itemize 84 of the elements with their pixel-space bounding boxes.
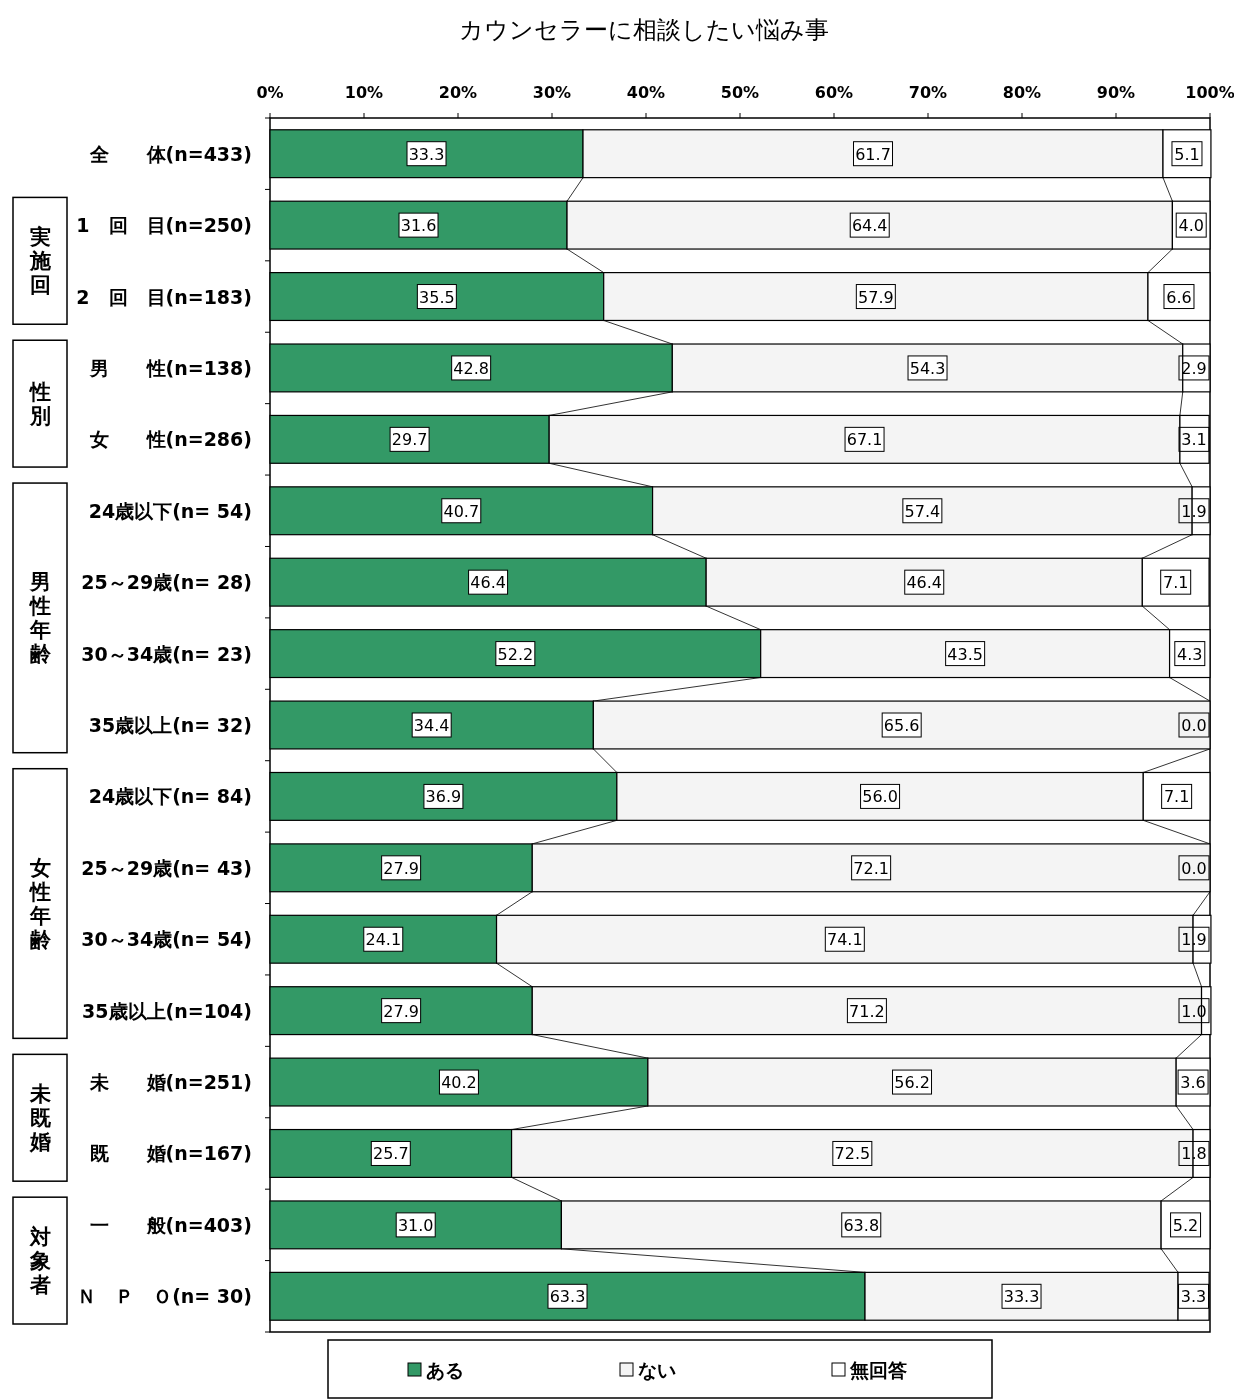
data-label: 35.5 (419, 287, 455, 307)
y-tick-label: 24歳以下(n= 84) (88, 785, 252, 808)
data-label: 7.1 (1162, 573, 1189, 593)
x-tick-label: 90% (1096, 83, 1136, 102)
y-tick-label: 24歳以下(n= 54) (88, 499, 252, 522)
y-tick-label: 25～29歳(n= 43) (81, 856, 252, 879)
x-tick-label: 50% (720, 83, 760, 102)
data-label: 4.3 (1177, 644, 1203, 664)
data-label: 61.7 (855, 144, 891, 164)
y-tick-label: 全 体(n=433) (88, 142, 252, 165)
y-tick-label: 男 性(n=138) (88, 356, 252, 379)
data-label: 56.0 (862, 787, 898, 807)
legend-label: ない (638, 1359, 676, 1381)
data-label: 5.2 (1172, 1215, 1199, 1235)
data-label: 42.8 (453, 358, 489, 378)
data-label: 3.3 (1180, 1287, 1207, 1307)
y-tick-label: 30～34歳(n= 23) (81, 642, 252, 665)
data-label: 24.1 (365, 930, 402, 950)
y-tick-label: 35歳以上(n= 32) (88, 714, 252, 736)
data-label: 5.1 (1174, 144, 1200, 164)
data-label: 64.4 (851, 216, 888, 236)
data-label: 74.1 (827, 930, 863, 950)
text: 男性年齢 (27, 569, 52, 666)
data-label: 52.2 (497, 644, 534, 664)
data-label: 40.7 (443, 501, 480, 521)
data-label: 27.9 (383, 1001, 419, 1021)
x-tick-label: 100% (1185, 83, 1234, 102)
y-tick-label: 未 婚(n=251) (88, 1071, 252, 1094)
y-tick-label: Ｎ Ｐ Ｏ(n= 30) (77, 1285, 252, 1308)
data-label: 63.8 (843, 1215, 880, 1235)
data-label: 46.4 (906, 573, 943, 593)
data-label: 6.6 (1166, 287, 1192, 307)
y-tick-label: 35歳以上(n=104) (82, 999, 252, 1022)
data-label: 7.1 (1163, 787, 1190, 807)
data-label: 65.6 (883, 716, 920, 735)
text: 女性年齢 (27, 855, 52, 952)
data-label: 46.4 (470, 573, 506, 593)
y-tick-label: 25～29歳(n= 28) (81, 571, 252, 594)
data-label: 36.9 (425, 787, 462, 807)
x-tick-label: 10% (344, 83, 384, 102)
y-tick-label: 2 回 目(n=183) (76, 285, 252, 308)
x-tick-label: 60% (814, 83, 854, 102)
legend-label: ある (426, 1359, 464, 1381)
data-label: 72.5 (834, 1144, 871, 1164)
data-label: 33.3 (1003, 1287, 1040, 1307)
chart-title: カウンセラーに相談したい悩み事 (459, 16, 829, 44)
x-tick-label: 20% (438, 83, 478, 102)
data-label: 40.2 (441, 1073, 477, 1093)
data-label: 27.9 (383, 858, 419, 878)
data-label: 4.0 (1178, 216, 1204, 236)
data-label: 43.5 (947, 644, 983, 664)
data-label: 3.1 (1181, 430, 1207, 450)
data-label: 0.0 (1181, 716, 1207, 735)
y-tick-label: 既 婚(n=167) (89, 1142, 252, 1165)
data-label: 54.3 (909, 358, 946, 378)
x-tick-label: 40% (626, 83, 666, 102)
data-label: 71.2 (849, 1001, 885, 1021)
data-label: 0.0 (1181, 858, 1207, 878)
data-label: 31.6 (400, 216, 437, 236)
data-label: 72.1 (853, 858, 889, 878)
x-tick-label: 80% (1002, 83, 1042, 102)
data-label: 31.0 (397, 1215, 434, 1235)
y-tick-label: 1 回 目(n=250) (76, 214, 252, 237)
y-tick-label: 女 性(n=286) (88, 428, 252, 451)
data-label: 34.4 (413, 716, 450, 735)
text: 性別 (27, 379, 51, 428)
text: 実施回 (28, 224, 51, 297)
x-tick-label: 0% (256, 83, 284, 102)
data-label: 3.6 (1180, 1073, 1206, 1093)
text: 未既婚 (28, 1081, 51, 1154)
y-tick-label: 30～34歳(n= 54) (81, 928, 252, 951)
legend-label: 無回答 (849, 1359, 907, 1381)
y-tick-label: 一 般(n=403) (89, 1213, 252, 1236)
data-label: 67.1 (846, 430, 883, 450)
data-label: 57.9 (858, 287, 894, 307)
x-tick-label: 30% (532, 83, 572, 102)
data-label: 63.3 (549, 1287, 586, 1307)
data-label: 33.3 (408, 144, 445, 164)
data-label: 56.2 (894, 1073, 930, 1093)
data-label: 57.4 (904, 501, 941, 521)
data-label: 25.7 (372, 1144, 409, 1164)
text: 対象者 (28, 1224, 51, 1297)
data-label: 29.7 (391, 430, 428, 450)
x-tick-label: 70% (908, 83, 948, 102)
